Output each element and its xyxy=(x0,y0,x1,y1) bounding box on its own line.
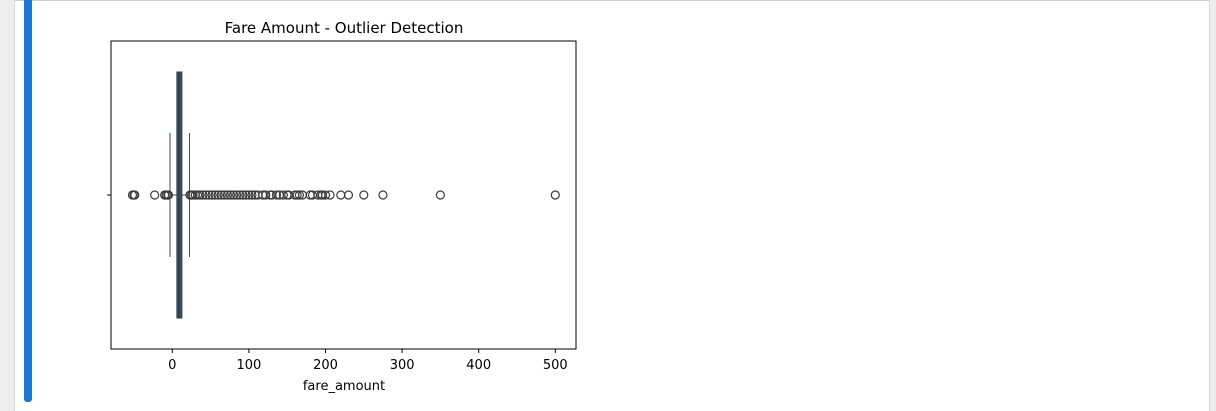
outlier-point xyxy=(336,190,346,200)
outlier-point xyxy=(188,190,198,200)
outlier-point xyxy=(228,190,239,200)
outlier-point xyxy=(207,190,217,200)
outlier-point xyxy=(130,190,140,200)
outlier-point xyxy=(238,190,248,200)
outlier-point xyxy=(222,190,233,200)
outlier-point xyxy=(244,190,254,200)
outlier-point xyxy=(320,190,331,200)
outlier-point xyxy=(232,190,242,200)
outlier-point xyxy=(225,190,236,200)
outlier-point xyxy=(292,190,302,200)
outlier-point xyxy=(261,190,271,200)
outlier-point xyxy=(216,190,226,200)
outlier-point xyxy=(435,190,446,200)
x-tick-label-0: 0 xyxy=(168,358,176,373)
outlier-point xyxy=(378,190,388,200)
outlier-point xyxy=(201,190,211,200)
outlier-point xyxy=(213,190,223,200)
outlier-point xyxy=(325,190,335,200)
x-tick-label-100: 100 xyxy=(236,358,261,373)
outlier-point xyxy=(550,190,560,200)
outlier-point xyxy=(235,190,245,200)
x-axis-label: fare_amount xyxy=(303,379,385,394)
chart-title: Fare Amount - Outlier Detection xyxy=(225,19,464,37)
outlier-point xyxy=(343,190,354,200)
outlier-point xyxy=(198,190,208,200)
outlier-point xyxy=(359,190,369,200)
outlier-points xyxy=(127,190,560,200)
x-tick-label-400: 400 xyxy=(466,358,491,373)
interquartile-box xyxy=(176,71,183,319)
outlier-point xyxy=(210,190,220,200)
outlier-point xyxy=(241,190,251,200)
x-axis-ticks xyxy=(171,349,556,353)
outlier-point xyxy=(294,190,305,200)
cell-selection-indicator[interactable] xyxy=(24,0,32,402)
outlier-point xyxy=(247,190,257,200)
x-axis-tick-labels: 0 100 200 300 400 500 xyxy=(168,358,568,373)
x-tick-label-500: 500 xyxy=(543,358,568,373)
output-cell-frame xyxy=(14,0,1210,411)
x-tick-label-200: 200 xyxy=(313,358,338,373)
outlier-point xyxy=(195,190,205,200)
outlier-point xyxy=(204,190,214,200)
x-tick-label-300: 300 xyxy=(390,358,415,373)
outlier-point xyxy=(163,190,174,200)
outlier-point xyxy=(271,190,282,200)
outlier-point xyxy=(278,190,288,200)
outlier-point xyxy=(150,190,160,200)
outlier-point xyxy=(219,190,229,200)
